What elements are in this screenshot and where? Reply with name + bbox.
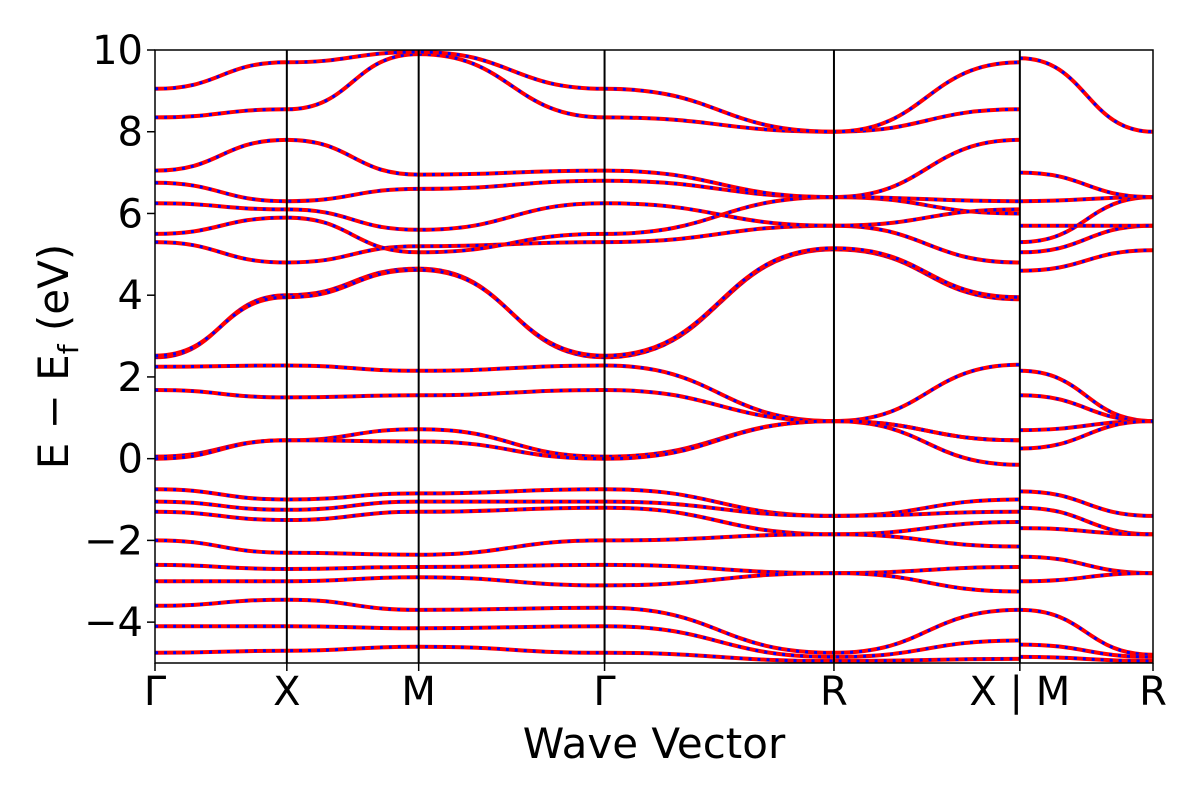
band-line-mr-blue-16 <box>1019 195 1154 203</box>
band-line-blue-0 <box>154 247 1020 359</box>
y-axis-title: E − Ef (eV) <box>29 244 85 470</box>
band-line-blue-7 <box>154 500 1020 518</box>
band-line-mr-blue-2 <box>1019 419 1154 432</box>
y-tick-label: −2 <box>84 518 143 564</box>
band-line-mr-red-17 <box>1019 170 1154 200</box>
x-tick-label: Γ <box>144 669 167 715</box>
band-line-mr-blue-6 <box>1019 526 1154 536</box>
y-tick-label: 10 <box>92 28 143 74</box>
y-axis-title-unit: (eV) <box>29 244 78 345</box>
band-line-red-21 <box>154 49 1020 134</box>
band-line-red-3 <box>154 387 1020 443</box>
band-line-mr-blue-4 <box>1019 489 1154 518</box>
x-tick-label: R <box>1139 669 1167 715</box>
y-tick-label: 0 <box>118 437 143 483</box>
y-tick-label: −4 <box>84 600 143 646</box>
band-line-red-2 <box>154 362 1020 424</box>
x-tick-label: X <box>273 669 300 715</box>
band-line-mr-blue-5 <box>1019 506 1154 536</box>
y-tick-label: 6 <box>118 191 143 237</box>
band-line-blue-21 <box>154 50 1020 134</box>
y-axis-title-subscript: f <box>52 343 85 354</box>
band-line-blue-2 <box>154 363 1020 423</box>
x-tick-label: Γ <box>593 669 616 715</box>
band-line-mr-blue-1 <box>1019 393 1154 423</box>
band-line-blue-1 <box>154 246 1020 358</box>
band-line-mr-blue-11 <box>1019 655 1154 663</box>
band-line-blue-15 <box>154 224 1020 265</box>
y-ticks-layer: −4 −2 0 2 4 6 8 10 <box>84 28 155 646</box>
band-line-mr-red-4 <box>1019 489 1154 518</box>
x-axis-title: Wave Vector <box>523 719 786 768</box>
band-line-blue-5 <box>154 419 1020 461</box>
band-line-mr-blue-7 <box>1019 555 1154 575</box>
band-line-red-0 <box>154 247 1020 360</box>
band-line-mr-red-9 <box>1019 607 1154 657</box>
band-line-blue-19 <box>154 138 1020 199</box>
y-axis-title-main: E − E <box>29 354 78 469</box>
y-tick-label: 2 <box>118 355 143 401</box>
x-tick-label: R <box>820 669 848 715</box>
plot-frame <box>154 49 1154 664</box>
band-line-mr-blue-8 <box>1019 571 1154 583</box>
band-line-blue-20 <box>154 52 1020 134</box>
band-line-mr-blue-13 <box>1019 224 1154 254</box>
band-line-mr-red-14 <box>1019 195 1154 245</box>
x-tick-label: X | M <box>969 669 1070 715</box>
band-line-mr-blue-0 <box>1019 369 1154 423</box>
x-ticks-layer: Γ X M Γ R X | M R <box>144 663 1167 715</box>
band-line-red-9 <box>154 532 1020 557</box>
band-line-mr-blue-10 <box>1019 643 1154 659</box>
band-line-blue-18 <box>154 179 1020 203</box>
band-line-mr-red-7 <box>1019 554 1154 576</box>
band-line-mr-blue-12 <box>1019 248 1154 273</box>
band-line-blue-9 <box>154 532 1020 557</box>
band-line-mr-red-18 <box>1019 56 1154 134</box>
band-line-mr-blue-3 <box>1019 419 1154 450</box>
band-line-mr-red-1 <box>1019 393 1154 424</box>
band-lines-layer <box>154 49 1154 664</box>
y-tick-label: 4 <box>118 273 143 319</box>
band-line-red-11 <box>155 571 1020 594</box>
band-line-mr-blue-18 <box>1019 56 1154 134</box>
band-line-blue-14 <box>154 645 1020 663</box>
x-tick-label: M <box>401 669 436 715</box>
y-tick-label: 8 <box>118 110 143 156</box>
band-line-mr-blue-17 <box>1019 171 1154 199</box>
high-symmetry-lines-layer <box>285 50 1021 663</box>
